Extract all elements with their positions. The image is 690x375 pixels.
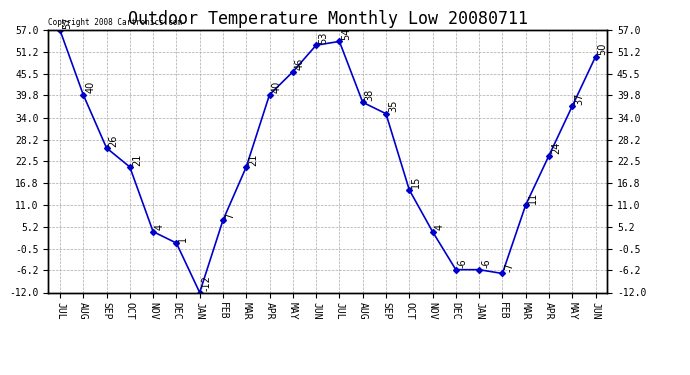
Text: 53: 53 xyxy=(318,32,328,44)
Text: -6: -6 xyxy=(481,259,491,268)
Text: -12: -12 xyxy=(201,275,212,291)
Title: Outdoor Temperature Monthly Low 20080711: Outdoor Temperature Monthly Low 20080711 xyxy=(128,10,528,28)
Text: 57: 57 xyxy=(62,16,72,28)
Text: 1: 1 xyxy=(178,236,188,242)
Text: 40: 40 xyxy=(85,81,95,93)
Text: 40: 40 xyxy=(271,81,282,93)
Text: 50: 50 xyxy=(598,43,607,55)
Text: -7: -7 xyxy=(504,262,514,272)
Text: 15: 15 xyxy=(411,176,421,188)
Text: Copyright 2008 Cartronics.com: Copyright 2008 Cartronics.com xyxy=(48,18,182,27)
Text: 38: 38 xyxy=(364,88,375,101)
Text: 35: 35 xyxy=(388,100,398,112)
Text: 26: 26 xyxy=(108,134,119,147)
Text: 24: 24 xyxy=(551,142,561,154)
Text: 11: 11 xyxy=(528,191,538,204)
Text: 46: 46 xyxy=(295,58,305,70)
Text: 7: 7 xyxy=(225,213,235,219)
Text: 21: 21 xyxy=(248,153,258,166)
Text: 4: 4 xyxy=(155,224,165,230)
Text: 21: 21 xyxy=(132,153,141,166)
Text: 37: 37 xyxy=(574,92,584,105)
Text: -6: -6 xyxy=(457,259,468,268)
Text: 54: 54 xyxy=(342,28,351,40)
Text: 4: 4 xyxy=(435,224,444,230)
